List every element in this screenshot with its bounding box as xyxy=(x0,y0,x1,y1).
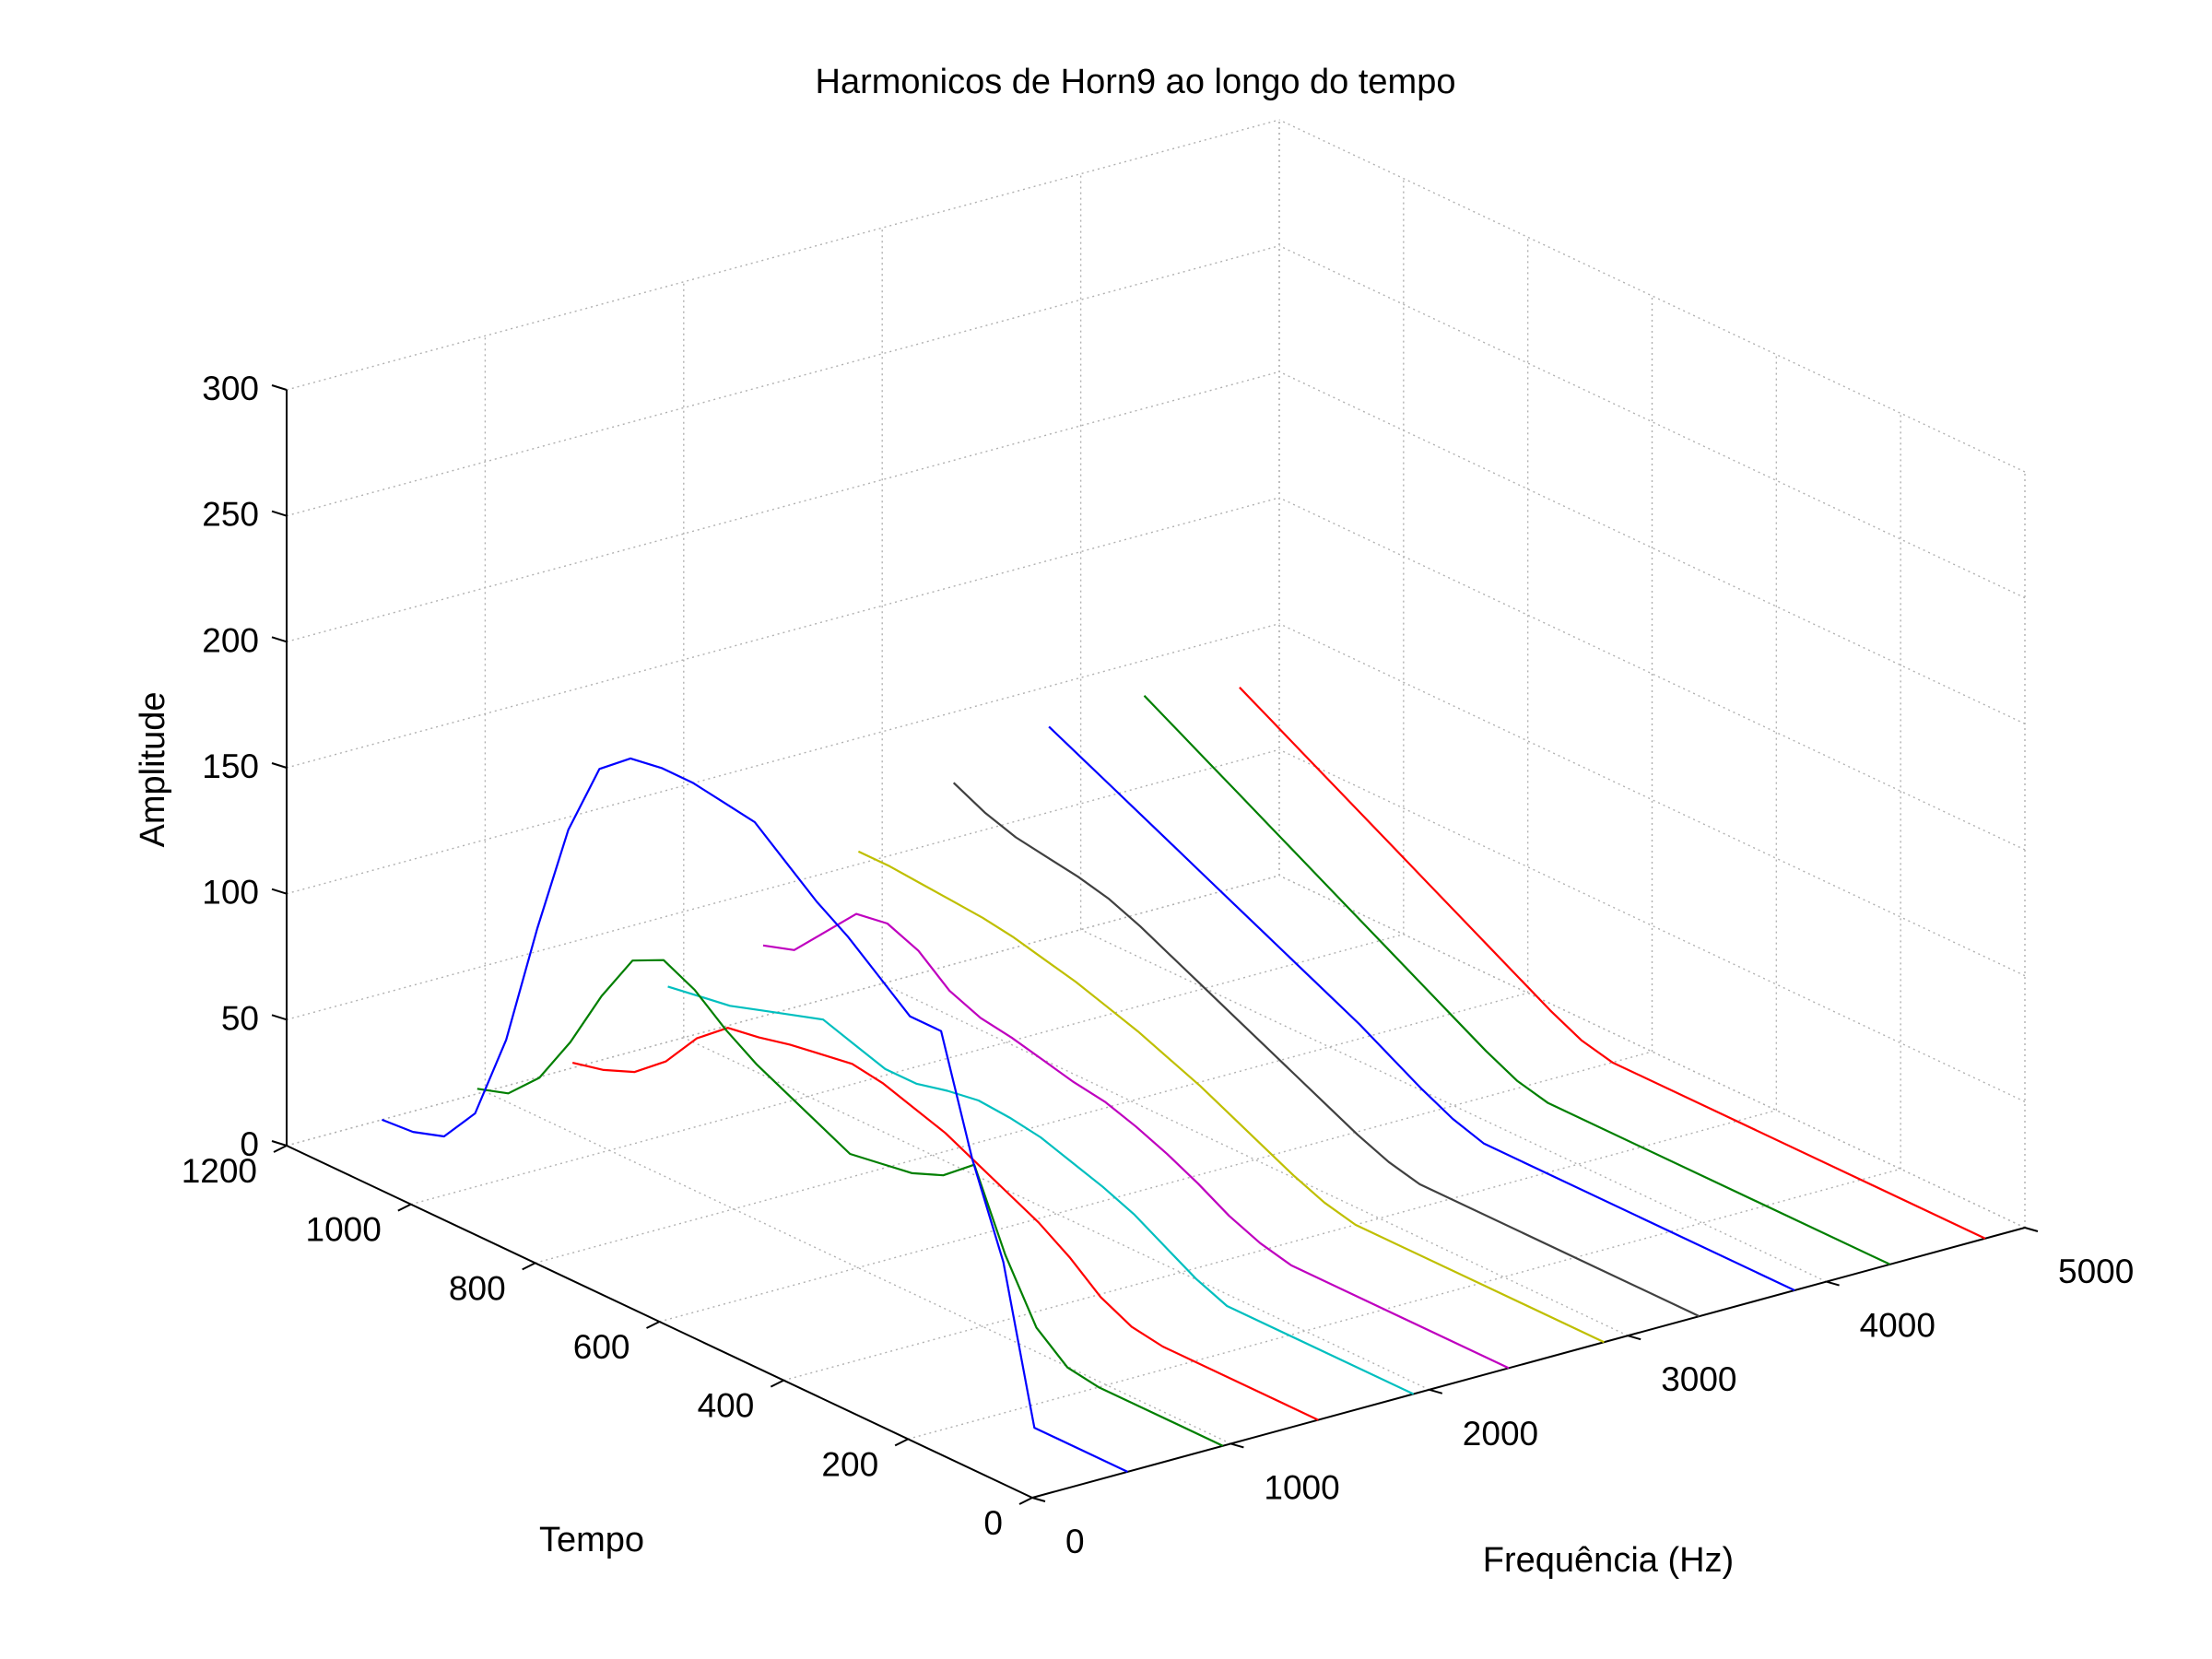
grid-line xyxy=(286,748,1280,1021)
grid-line xyxy=(783,1109,1777,1382)
z-tick xyxy=(271,1140,288,1147)
x-tick-label: 2000 xyxy=(1463,1415,1538,1453)
y-tick xyxy=(894,1438,909,1447)
grid-line xyxy=(907,1168,1901,1441)
y-tick xyxy=(273,1145,288,1153)
series-traces xyxy=(381,687,1986,1473)
harmonic-trace-8 xyxy=(1048,725,1795,1291)
z-tick xyxy=(271,888,288,895)
grid-line xyxy=(1278,245,2026,599)
x-tick xyxy=(1031,1497,1046,1502)
grid-line xyxy=(410,933,1405,1206)
y-tick-label: 200 xyxy=(821,1445,878,1483)
z-axis-label: Amplitude xyxy=(134,692,172,848)
z-tick-label: 100 xyxy=(202,874,259,912)
x-tick-label: 5000 xyxy=(2058,1253,2134,1290)
y-tick xyxy=(397,1203,412,1212)
z-tick-label: 250 xyxy=(202,496,259,534)
y-tick-label: 1200 xyxy=(182,1152,257,1190)
grid-line xyxy=(1278,371,2026,724)
x-tick-label: 4000 xyxy=(1860,1307,1936,1345)
x-tick-label: 0 xyxy=(1065,1523,1085,1560)
x-tick xyxy=(1429,1388,1443,1394)
z-tick-label: 200 xyxy=(202,621,259,659)
x-tick xyxy=(1627,1335,1641,1341)
x-tick xyxy=(1230,1442,1244,1449)
y-tick-label: 1000 xyxy=(306,1211,382,1249)
y-tick-label: 400 xyxy=(698,1387,755,1425)
y-tick-label: 600 xyxy=(573,1328,630,1366)
z-tick xyxy=(271,510,288,517)
harmonic-trace-10 xyxy=(1239,687,1986,1240)
grid-line xyxy=(1080,928,1827,1283)
grid-line xyxy=(1278,497,2026,851)
grid-line xyxy=(286,875,1280,1147)
y-tick xyxy=(1018,1497,1033,1505)
grid-line xyxy=(1278,623,2026,977)
x-tick-label: 3000 xyxy=(1661,1360,1736,1398)
grid-line xyxy=(286,119,1280,391)
grid-lines xyxy=(286,119,2026,1499)
harmonic-trace-4 xyxy=(667,985,1415,1395)
y-tick xyxy=(770,1379,784,1388)
grid-line xyxy=(535,992,1528,1265)
harmonic-trace-6 xyxy=(857,850,1605,1344)
z-tick-label: 0 xyxy=(240,1125,259,1163)
harmonic-trace-1 xyxy=(381,757,1128,1473)
y-axis-label: Tempo xyxy=(539,1521,644,1559)
x-axis-line xyxy=(1031,1227,2026,1499)
z-tick-label: 300 xyxy=(202,370,259,407)
z-tick xyxy=(271,762,288,769)
y-tick-label: 0 xyxy=(983,1504,1003,1542)
grid-line xyxy=(683,1037,1430,1391)
x-tick xyxy=(1826,1280,1840,1287)
grid-line xyxy=(286,244,1280,517)
z-tick-label: 50 xyxy=(221,999,259,1037)
chart-title: Harmonicos de Horn9 ao longo do tempo xyxy=(816,63,1456,101)
grid-line xyxy=(286,371,1280,643)
grid-line xyxy=(659,1051,1653,1323)
grid-line xyxy=(1278,748,2026,1102)
z-tick-label: 150 xyxy=(202,747,259,785)
x-tick-label: 1000 xyxy=(1264,1468,1339,1506)
z-tick xyxy=(271,636,288,643)
y-tick-label: 800 xyxy=(449,1269,506,1307)
y-tick xyxy=(522,1262,536,1271)
harmonic-trace-7 xyxy=(952,782,1700,1318)
grid-line xyxy=(286,622,1280,895)
z-tick xyxy=(271,384,288,391)
harmonic-trace-5 xyxy=(762,912,1510,1370)
tick-labels: 0100020003000400050000200400600800100012… xyxy=(182,370,2135,1560)
x-axis-label: Frequência (Hz) xyxy=(1483,1541,1734,1580)
grid-line xyxy=(881,982,1629,1336)
grid-line xyxy=(286,497,1280,769)
harmonic-trace-2 xyxy=(477,959,1224,1447)
grid-line xyxy=(1278,875,2026,1229)
harmonic-trace-3 xyxy=(571,1027,1319,1421)
axes xyxy=(271,384,2039,1505)
y-tick xyxy=(646,1321,660,1329)
harmonic-trace-9 xyxy=(1143,695,1890,1265)
grid-line xyxy=(1278,119,2026,473)
x-tick xyxy=(2024,1227,2039,1232)
z-tick xyxy=(271,1014,288,1021)
